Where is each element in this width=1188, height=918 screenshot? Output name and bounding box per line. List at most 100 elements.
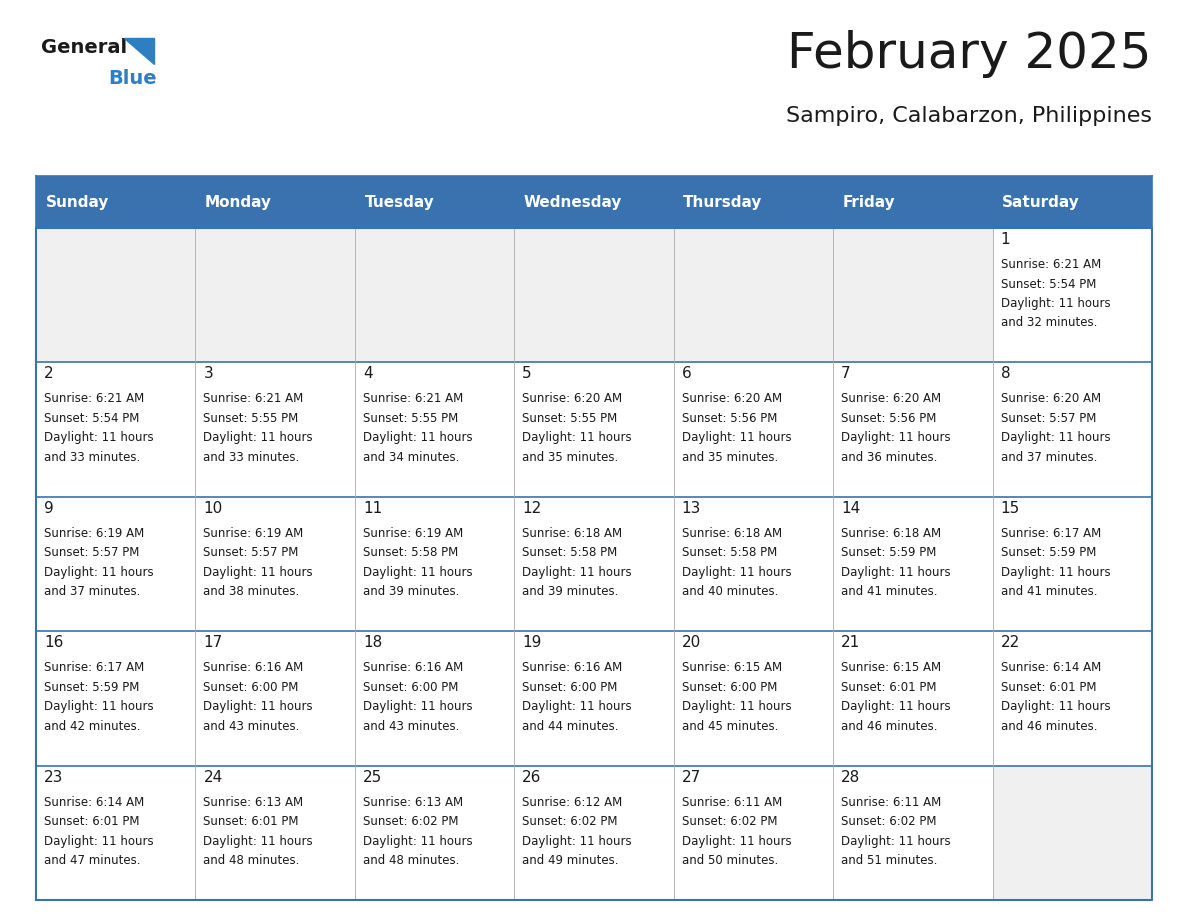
Text: and 41 minutes.: and 41 minutes. xyxy=(841,586,937,599)
Text: Sunset: 5:59 PM: Sunset: 5:59 PM xyxy=(44,681,139,694)
Text: Daylight: 11 hours: Daylight: 11 hours xyxy=(682,834,791,847)
Text: Sunrise: 6:18 AM: Sunrise: 6:18 AM xyxy=(841,527,941,540)
Text: Daylight: 11 hours: Daylight: 11 hours xyxy=(523,565,632,579)
Text: Sunset: 5:54 PM: Sunset: 5:54 PM xyxy=(1000,277,1095,290)
Text: Sunset: 6:02 PM: Sunset: 6:02 PM xyxy=(362,815,459,828)
Bar xyxy=(355,228,514,363)
Text: Sunrise: 6:21 AM: Sunrise: 6:21 AM xyxy=(203,392,304,406)
Bar xyxy=(36,766,196,900)
Text: Sunrise: 6:12 AM: Sunrise: 6:12 AM xyxy=(523,796,623,809)
Text: 3: 3 xyxy=(203,366,213,381)
Text: 22: 22 xyxy=(1000,635,1019,650)
Text: 16: 16 xyxy=(44,635,63,650)
Text: 14: 14 xyxy=(841,501,860,516)
Text: 4: 4 xyxy=(362,366,373,381)
Text: 9: 9 xyxy=(44,501,53,516)
Text: Daylight: 11 hours: Daylight: 11 hours xyxy=(362,431,473,444)
Text: 27: 27 xyxy=(682,769,701,785)
Bar xyxy=(514,497,674,632)
Bar xyxy=(514,176,674,228)
Text: and 51 minutes.: and 51 minutes. xyxy=(841,854,937,868)
Text: and 46 minutes.: and 46 minutes. xyxy=(1000,720,1097,733)
Text: Daylight: 11 hours: Daylight: 11 hours xyxy=(203,834,312,847)
Text: Sunrise: 6:20 AM: Sunrise: 6:20 AM xyxy=(841,392,941,406)
Text: Daylight: 11 hours: Daylight: 11 hours xyxy=(682,431,791,444)
Text: Sunrise: 6:21 AM: Sunrise: 6:21 AM xyxy=(1000,258,1101,271)
Text: and 42 minutes.: and 42 minutes. xyxy=(44,720,140,733)
Text: Daylight: 11 hours: Daylight: 11 hours xyxy=(523,700,632,713)
Text: Sunrise: 6:15 AM: Sunrise: 6:15 AM xyxy=(682,661,782,674)
Text: 13: 13 xyxy=(682,501,701,516)
Bar xyxy=(196,363,355,497)
Bar xyxy=(833,497,992,632)
Text: 7: 7 xyxy=(841,366,851,381)
Bar xyxy=(514,228,674,363)
Text: 18: 18 xyxy=(362,635,383,650)
Text: Sunrise: 6:16 AM: Sunrise: 6:16 AM xyxy=(362,661,463,674)
Text: 12: 12 xyxy=(523,501,542,516)
Text: and 37 minutes.: and 37 minutes. xyxy=(44,586,140,599)
Text: and 37 minutes.: and 37 minutes. xyxy=(1000,451,1097,464)
Text: and 44 minutes.: and 44 minutes. xyxy=(523,720,619,733)
Bar xyxy=(674,363,833,497)
Text: 15: 15 xyxy=(1000,501,1019,516)
Text: and 39 minutes.: and 39 minutes. xyxy=(362,586,460,599)
Bar xyxy=(833,632,992,766)
Text: Daylight: 11 hours: Daylight: 11 hours xyxy=(682,565,791,579)
Bar xyxy=(514,632,674,766)
Text: Sunrise: 6:11 AM: Sunrise: 6:11 AM xyxy=(682,796,782,809)
Bar xyxy=(674,228,833,363)
Text: and 39 minutes.: and 39 minutes. xyxy=(523,586,619,599)
Text: and 32 minutes.: and 32 minutes. xyxy=(1000,317,1097,330)
Text: 25: 25 xyxy=(362,769,383,785)
Polygon shape xyxy=(124,38,154,63)
Bar xyxy=(674,766,833,900)
Text: 17: 17 xyxy=(203,635,222,650)
Text: Sunrise: 6:21 AM: Sunrise: 6:21 AM xyxy=(44,392,144,406)
Text: Daylight: 11 hours: Daylight: 11 hours xyxy=(362,834,473,847)
Bar xyxy=(196,632,355,766)
Bar xyxy=(36,176,196,228)
Text: Daylight: 11 hours: Daylight: 11 hours xyxy=(841,700,950,713)
Text: Daylight: 11 hours: Daylight: 11 hours xyxy=(362,565,473,579)
Text: Sunrise: 6:19 AM: Sunrise: 6:19 AM xyxy=(362,527,463,540)
Text: Sunrise: 6:18 AM: Sunrise: 6:18 AM xyxy=(682,527,782,540)
Text: and 49 minutes.: and 49 minutes. xyxy=(523,854,619,868)
Text: 6: 6 xyxy=(682,366,691,381)
Bar xyxy=(833,228,992,363)
Text: Sunrise: 6:20 AM: Sunrise: 6:20 AM xyxy=(682,392,782,406)
Text: and 41 minutes.: and 41 minutes. xyxy=(1000,586,1097,599)
Text: Sunset: 6:01 PM: Sunset: 6:01 PM xyxy=(44,815,139,828)
Text: Daylight: 11 hours: Daylight: 11 hours xyxy=(682,700,791,713)
Bar xyxy=(992,497,1152,632)
Text: Daylight: 11 hours: Daylight: 11 hours xyxy=(203,565,312,579)
Text: Sunset: 6:01 PM: Sunset: 6:01 PM xyxy=(841,681,936,694)
Text: and 40 minutes.: and 40 minutes. xyxy=(682,586,778,599)
Bar xyxy=(36,632,196,766)
Text: Sunrise: 6:11 AM: Sunrise: 6:11 AM xyxy=(841,796,941,809)
Bar xyxy=(196,497,355,632)
Text: Sunset: 5:54 PM: Sunset: 5:54 PM xyxy=(44,412,139,425)
Text: 21: 21 xyxy=(841,635,860,650)
Text: Sunrise: 6:13 AM: Sunrise: 6:13 AM xyxy=(203,796,303,809)
Text: Sunrise: 6:14 AM: Sunrise: 6:14 AM xyxy=(44,796,144,809)
Bar xyxy=(36,363,196,497)
Text: Sunset: 5:55 PM: Sunset: 5:55 PM xyxy=(203,412,298,425)
Text: Thursday: Thursday xyxy=(683,195,763,209)
Bar xyxy=(355,363,514,497)
Bar xyxy=(992,176,1152,228)
Text: 19: 19 xyxy=(523,635,542,650)
Bar xyxy=(196,766,355,900)
Text: Sunset: 6:00 PM: Sunset: 6:00 PM xyxy=(523,681,618,694)
Text: Daylight: 11 hours: Daylight: 11 hours xyxy=(841,565,950,579)
Bar xyxy=(674,497,833,632)
Bar xyxy=(355,632,514,766)
Text: 11: 11 xyxy=(362,501,383,516)
Bar xyxy=(833,176,992,228)
Text: Sunrise: 6:13 AM: Sunrise: 6:13 AM xyxy=(362,796,463,809)
Text: Daylight: 11 hours: Daylight: 11 hours xyxy=(362,700,473,713)
Text: Blue: Blue xyxy=(108,69,157,88)
Text: and 46 minutes.: and 46 minutes. xyxy=(841,720,937,733)
Text: Sunset: 6:01 PM: Sunset: 6:01 PM xyxy=(203,815,299,828)
Text: and 48 minutes.: and 48 minutes. xyxy=(362,854,460,868)
